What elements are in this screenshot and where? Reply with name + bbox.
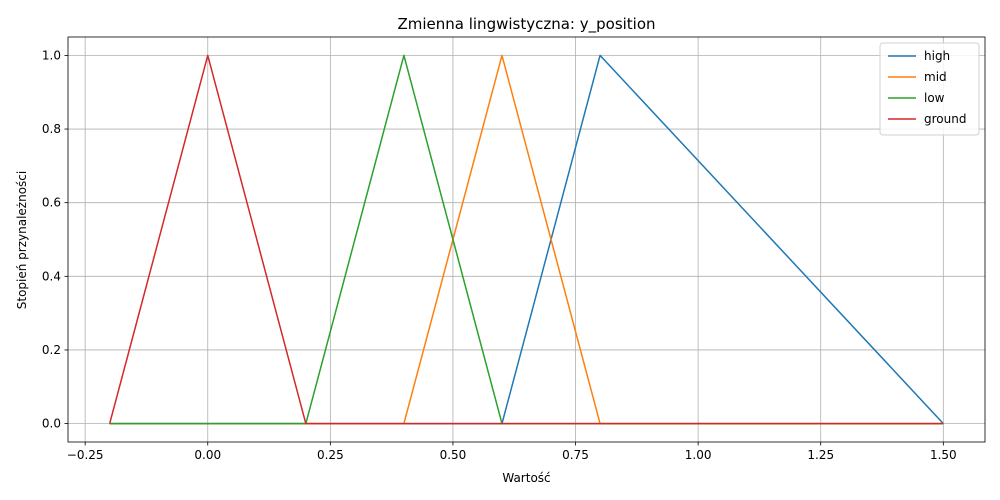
x-tick-label: 1.50 [930, 448, 957, 462]
x-tick-label: 0.75 [562, 448, 589, 462]
x-tick-label: 0.00 [194, 448, 221, 462]
x-axis-title: Wartość [502, 471, 550, 485]
x-tick-label: 0.25 [317, 448, 344, 462]
legend-label-mid: mid [924, 70, 947, 84]
y-tick-label: 0.4 [42, 269, 61, 283]
x-tick-label: −0.25 [67, 448, 104, 462]
series-line-mid [109, 54, 944, 425]
series-line-low [109, 54, 944, 425]
series-line-ground [108, 54, 944, 425]
x-tick-label: 1.00 [685, 448, 712, 462]
x-tick-label: 0.50 [440, 448, 467, 462]
y-axis-title: Stopień przynależności [15, 171, 29, 309]
series-line-high [109, 54, 944, 425]
legend: high mid low ground [879, 42, 980, 136]
legend-label-high: high [924, 49, 950, 63]
x-axis: −0.25 0.00 0.25 0.50 0.75 1.00 1.25 1.50 [67, 442, 957, 462]
y-tick-label: 1.0 [42, 48, 61, 62]
legend-label-ground: ground [924, 112, 966, 126]
grid [68, 37, 985, 442]
x-tick-label: 1.25 [807, 448, 834, 462]
series-layer [108, 54, 944, 425]
y-tick-label: 0.6 [42, 196, 61, 210]
y-tick-label: 0.8 [42, 122, 61, 136]
chart-title: Zmienna lingwistyczna: y_position [397, 15, 655, 34]
plot-frame [67, 36, 986, 443]
y-axis: 0.0 0.2 0.4 0.6 0.8 1.0 [42, 48, 68, 431]
y-tick-label: 0.0 [42, 417, 61, 431]
legend-label-low: low [924, 91, 945, 105]
legend-box [879, 42, 980, 136]
y-tick-label: 0.2 [42, 343, 61, 357]
